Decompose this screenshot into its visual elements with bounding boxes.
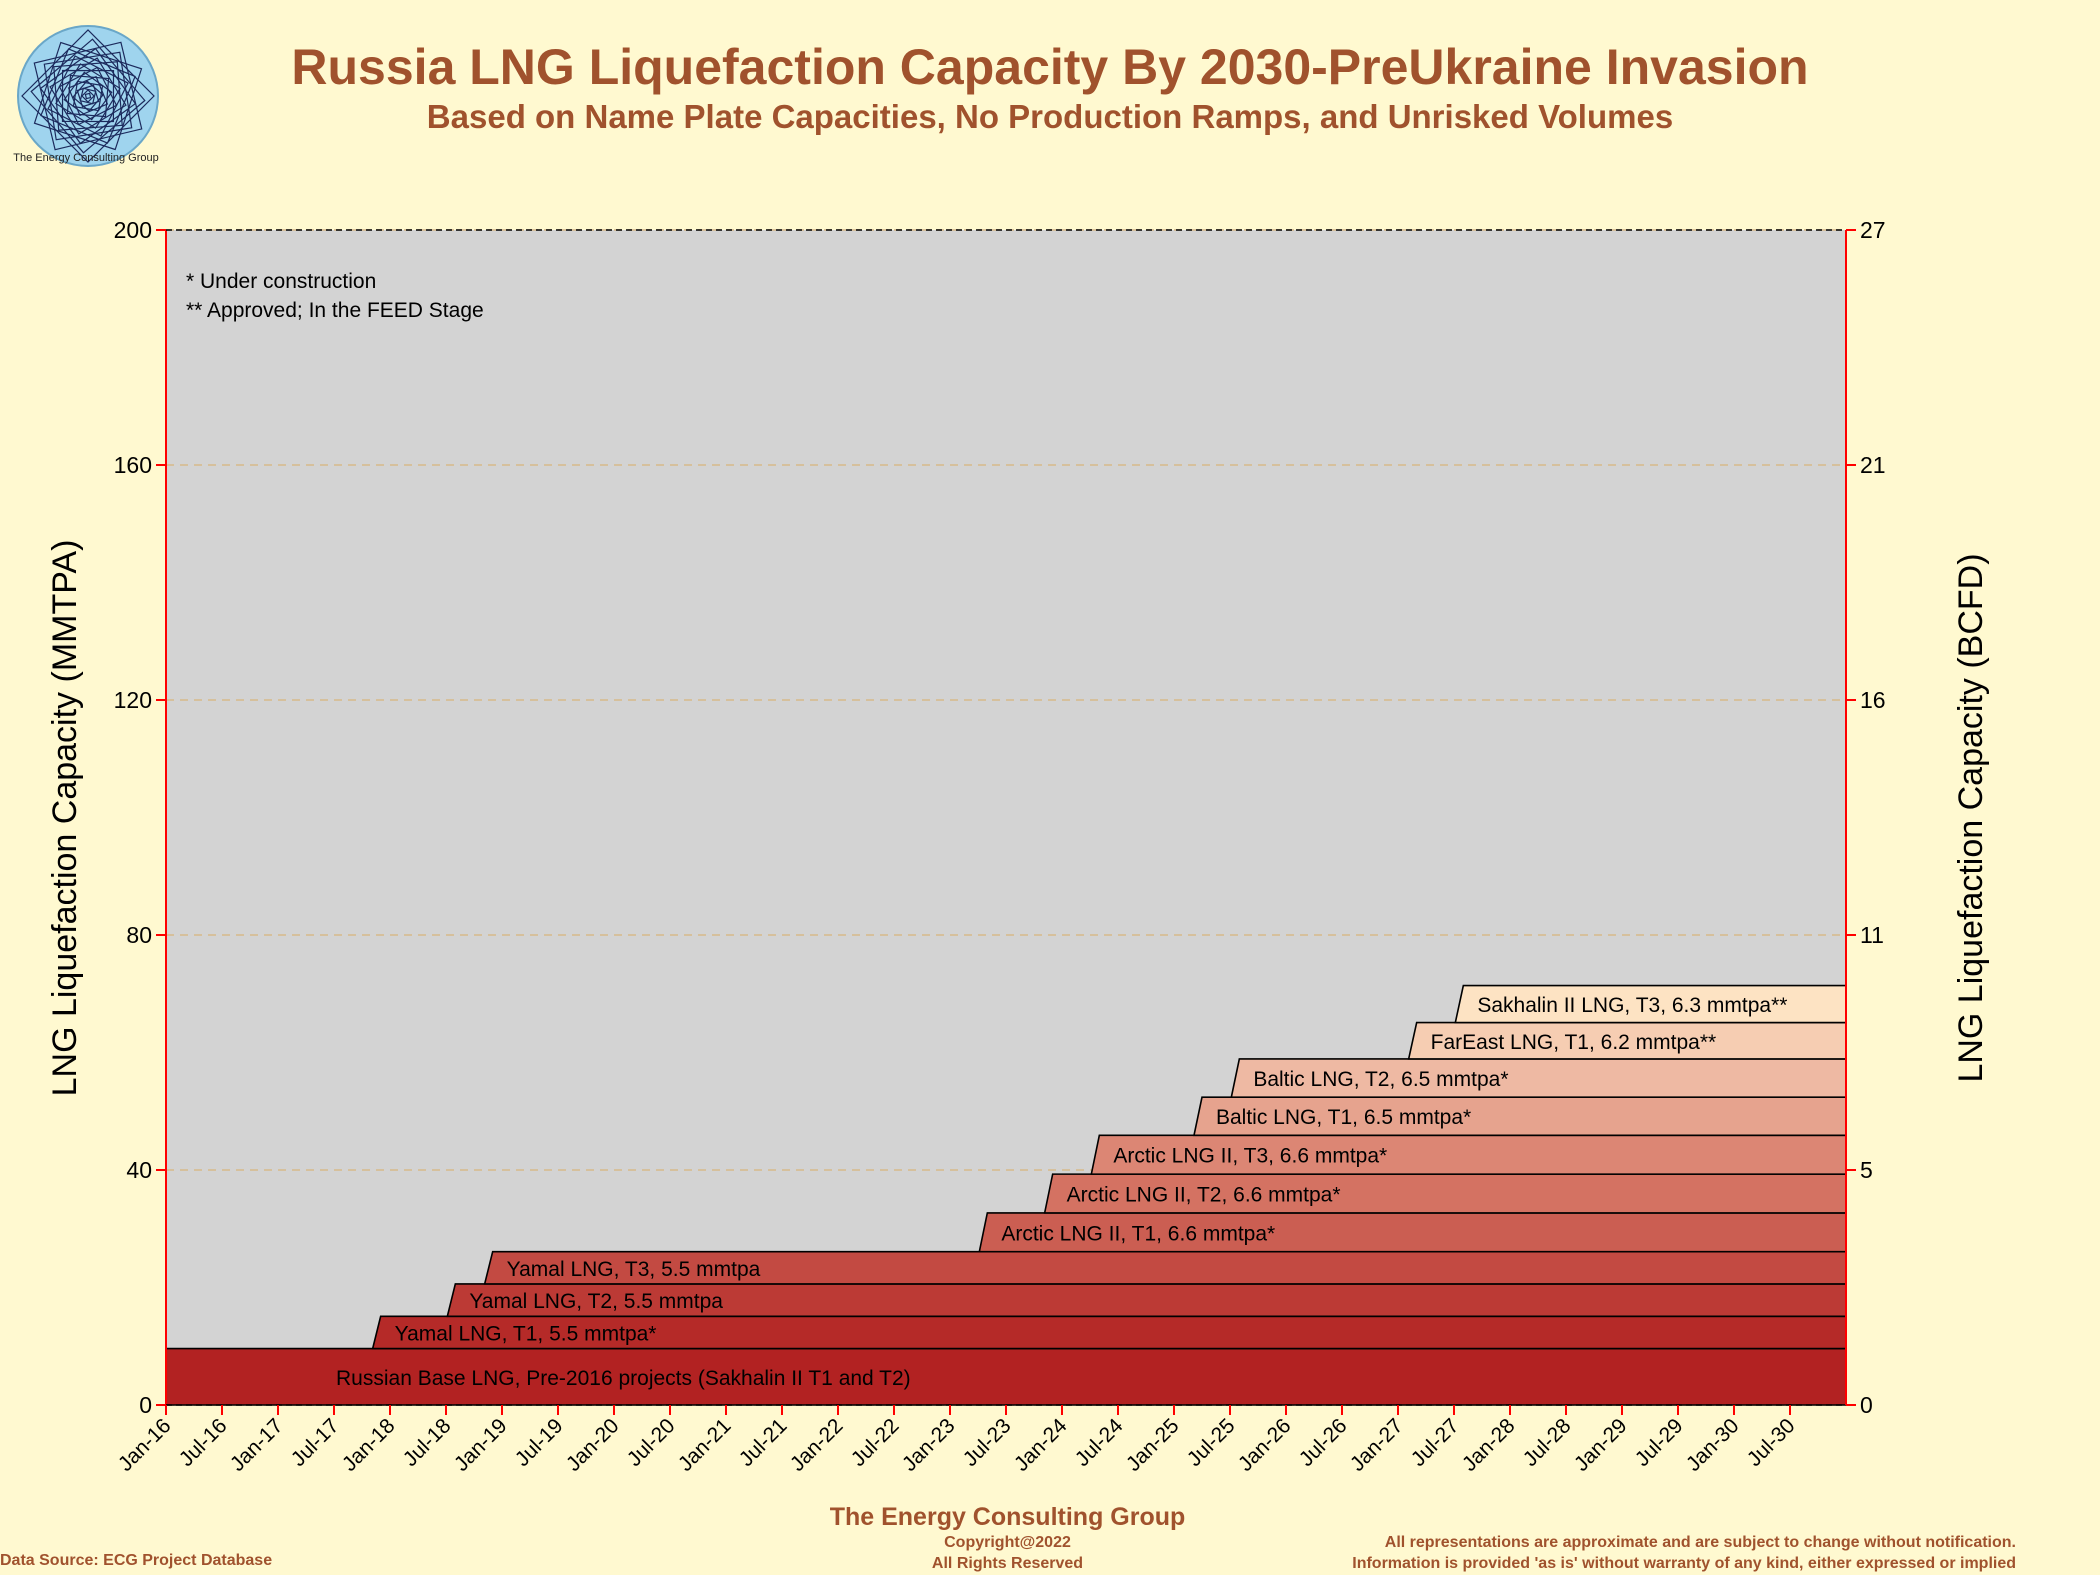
y-tick-label-right: 11: [1860, 922, 1884, 948]
logo-spiral-square: [81, 89, 95, 103]
logo-spiral-square: [33, 41, 143, 151]
footer-org: The Energy Consulting Group: [829, 1503, 1186, 1531]
x-tick-label: Jul-27: [1407, 1414, 1464, 1471]
logo-spiral-square: [84, 92, 92, 100]
chart-subtitle: Based on Name Plate Capacities, No Produ…: [426, 98, 1674, 135]
logo-spiral-square: [21, 29, 155, 163]
band-label: Baltic LNG, T2, 6.5 mmtpa*: [1253, 1068, 1508, 1091]
x-tick-label: Jul-28: [1519, 1414, 1576, 1471]
x-tick-label: Jan-27: [1346, 1414, 1408, 1476]
x-tick-label: Jan-16: [114, 1414, 176, 1476]
rights-text: All Rights Reserved: [931, 1555, 1084, 1572]
x-tick-label: Jul-20: [623, 1414, 680, 1471]
x-tick-label: Jul-26: [1295, 1414, 1352, 1471]
y-tick-label-left: 200: [114, 217, 152, 243]
chart-notes: * Under construction ** Approved; In the …: [186, 270, 484, 322]
x-tick-label: Jan-20: [562, 1414, 624, 1476]
band-label: FarEast LNG, T1, 6.2 mmtpa**: [1431, 1031, 1717, 1054]
logo-spiral-square: [79, 87, 97, 105]
logo-spiral-square: [47, 55, 129, 137]
x-tick-label: Jul-25: [1183, 1414, 1240, 1471]
x-tick-label: Jul-17: [287, 1414, 344, 1471]
x-tick-label: Jan-25: [1122, 1414, 1184, 1476]
band-label: Arctic LNG II, T1, 6.6 mmtpa*: [1001, 1222, 1275, 1245]
logo-spiral-square: [53, 61, 123, 131]
band-labels: Russian Base LNG, Pre-2016 projects (Sak…: [336, 994, 1787, 1390]
y-axis-label-left: LNG Liquefaction Capacity (MMTPA): [46, 540, 84, 1097]
x-tick-label: Jul-30: [1743, 1414, 1800, 1471]
y-tick-label-left: 160: [114, 452, 152, 478]
footer-copyright: Copyright@2022 All Rights Reserved: [0, 1532, 2015, 1574]
x-tick-label: Jul-22: [847, 1414, 904, 1471]
x-tick-label: Jan-26: [1234, 1414, 1296, 1476]
x-tick-label: Jan-18: [338, 1414, 400, 1476]
area-bands: [165, 984, 1847, 1406]
x-tick-label: Jan-29: [1570, 1414, 1632, 1476]
x-tick-label: Jul-29: [1631, 1414, 1688, 1471]
y-tick-label-right: 0: [1860, 1392, 1873, 1418]
y-tick-label-left: 40: [126, 1157, 152, 1183]
logo-caption: The Energy Consulting Group: [13, 152, 159, 164]
band-label: Sakhalin II LNG, T3, 6.3 mmtpa**: [1477, 994, 1787, 1017]
logo-spiral-square: [58, 66, 118, 126]
y-tick-label-left: 80: [126, 922, 152, 948]
chart-note: ** Approved; In the FEED Stage: [186, 299, 484, 322]
spiral-logo-icon: [17, 25, 159, 167]
x-tick-label: Jul-24: [1071, 1414, 1128, 1471]
disclaimer-line-2: Information is provided 'as is' without …: [1352, 1555, 2016, 1572]
copyright-text: Copyright@2022: [944, 1534, 1071, 1551]
x-tick-label: Jul-19: [511, 1414, 568, 1471]
band-label: Yamal LNG, T3, 5.5 mmtpa: [507, 1258, 761, 1281]
logo-spiral-square: [43, 51, 133, 141]
logo-spiral-square: [30, 38, 146, 154]
x-tick-label: Jan-21: [674, 1414, 736, 1476]
x-tick-label: Jul-16: [175, 1414, 232, 1471]
band-label: Arctic LNG II, T2, 6.6 mmtpa*: [1067, 1184, 1341, 1207]
x-tick-label: Jul-21: [735, 1414, 792, 1471]
y-tick-label-right: 21: [1860, 452, 1886, 478]
x-tick-label: Jan-22: [786, 1414, 848, 1476]
x-tick-label: Jan-23: [898, 1414, 960, 1476]
band-label: Russian Base LNG, Pre-2016 projects (Sak…: [336, 1367, 911, 1390]
band-label: Yamal LNG, T2, 5.5 mmtpa: [469, 1290, 723, 1313]
logo-spiral-square: [40, 48, 136, 144]
footer-source: Data Source: ECG Project Database: [0, 1552, 273, 1569]
x-tick-label: Jul-18: [399, 1414, 456, 1471]
band-label: Baltic LNG, T1, 6.5 mmtpa*: [1216, 1106, 1471, 1129]
disclaimer-line-1: All representations are approximate and …: [1384, 1534, 2016, 1551]
y-tick-label-left: 0: [139, 1392, 152, 1418]
chart-title: Russia LNG Liquefaction Capacity By 2030…: [291, 39, 1809, 95]
y-tick-label-right: 5: [1860, 1157, 1873, 1183]
y-axis-label-right: LNG Liquefaction Capacity (BCFD): [1952, 553, 1990, 1082]
x-tick-label: Jan-24: [1010, 1414, 1072, 1476]
company-logo: [14, 22, 162, 175]
logo-spiral-square: [33, 41, 143, 151]
logo-spiral-square: [39, 47, 137, 145]
band-label: Yamal LNG, T1, 5.5 mmtpa*: [395, 1322, 657, 1345]
x-tick-label: Jul-23: [959, 1414, 1016, 1471]
x-tick-label: Jan-30: [1682, 1414, 1744, 1476]
band-label: Arctic LNG II, T3, 6.6 mmtpa*: [1113, 1145, 1387, 1168]
y-tick-label-right: 27: [1860, 217, 1886, 243]
logo-spiral-square: [55, 63, 121, 129]
x-tick-label: Jan-28: [1458, 1414, 1520, 1476]
logo-spiral-square: [61, 69, 115, 123]
x-tick-label: Jan-19: [450, 1414, 512, 1476]
chart-note: * Under construction: [186, 270, 376, 293]
y-tick-label-right: 16: [1860, 687, 1886, 713]
footer-disclaimer: All representations are approximate and …: [1352, 1532, 2016, 1574]
x-tick-label: Jan-17: [226, 1414, 288, 1476]
y-tick-label-left: 120: [114, 687, 152, 713]
logo-spiral-square: [49, 57, 127, 135]
